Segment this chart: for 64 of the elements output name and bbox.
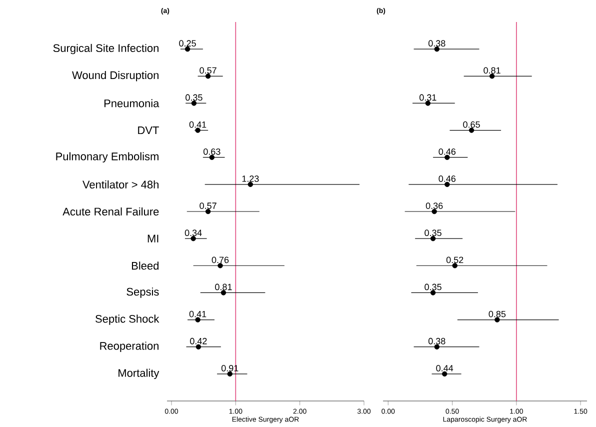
point (489, 74, 495, 79)
y-tick-label: Pulmonary Embolism (56, 152, 158, 162)
data-label: 0.65 (463, 121, 480, 128)
y-tick-label: Pneumonia (104, 99, 160, 108)
data-label: 0.38 (428, 40, 446, 47)
y-tick-label: DVT (138, 126, 159, 134)
point (195, 317, 200, 322)
point (220, 290, 226, 296)
data-label: 0.25 (179, 40, 196, 47)
y-tick-label: Surgical Site Infection (53, 44, 158, 54)
point (434, 46, 440, 52)
point (444, 154, 450, 160)
data-label: 0.76 (212, 256, 229, 264)
data-label: 0.34 (184, 230, 202, 236)
point (191, 100, 197, 106)
data-label: 0.63 (204, 148, 220, 155)
data-label: 0.38 (428, 338, 446, 344)
data-label: 0.46 (438, 176, 456, 182)
data-label: 0.41 (189, 121, 206, 128)
data-label: 0.57 (200, 67, 216, 74)
data-label: 0.41 (189, 310, 206, 318)
data-label: 0.81 (484, 67, 500, 74)
point (209, 154, 215, 160)
point (468, 128, 474, 133)
point (205, 208, 211, 214)
y-tick-label: MI (148, 234, 158, 242)
point (195, 128, 200, 133)
data-label: 1.23 (242, 176, 259, 182)
y-tick-label: Ventilator > 48h (82, 180, 158, 188)
point (227, 371, 232, 377)
y-tick-label: Mortality (118, 368, 160, 380)
point (184, 46, 190, 52)
point (425, 100, 431, 106)
y-tick-label: Wound Disruption (72, 71, 158, 82)
point (432, 208, 437, 214)
data-label: 0.57 (200, 202, 216, 209)
data-label: 0.52 (446, 256, 464, 264)
y-tick-label: Reoperation (100, 342, 158, 352)
data-label: 0.46 (438, 148, 456, 155)
point (494, 317, 500, 322)
point (444, 182, 450, 188)
data-label: 0.35 (186, 94, 202, 101)
data-label: 0.85 (488, 310, 506, 318)
point (190, 236, 196, 242)
data-label: 0.42 (190, 338, 207, 344)
y-tick-label: Septic Shock (96, 314, 160, 325)
point (205, 74, 211, 79)
point (248, 182, 254, 188)
point (196, 344, 202, 350)
data-label: 0.31 (419, 94, 436, 101)
point (218, 263, 223, 268)
point (430, 236, 436, 242)
data-label: 0.35 (424, 230, 442, 236)
point (442, 371, 448, 377)
y-tick-label: Bleed (132, 262, 158, 270)
point (434, 344, 440, 350)
point (430, 290, 436, 296)
point (452, 263, 458, 268)
data-label: 0.44 (436, 365, 454, 372)
y-tick-label: Acute Renal Failure (62, 207, 159, 216)
data-label: 0.81 (215, 284, 232, 290)
y-tick-label: Sepsis (126, 288, 159, 298)
data-label: 0.36 (426, 202, 443, 209)
data-label: 0.35 (424, 284, 442, 290)
